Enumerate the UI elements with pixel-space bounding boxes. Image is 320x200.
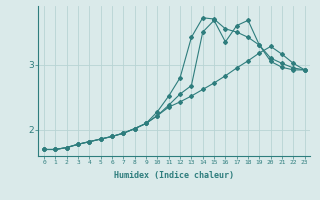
X-axis label: Humidex (Indice chaleur): Humidex (Indice chaleur) [115, 171, 234, 180]
